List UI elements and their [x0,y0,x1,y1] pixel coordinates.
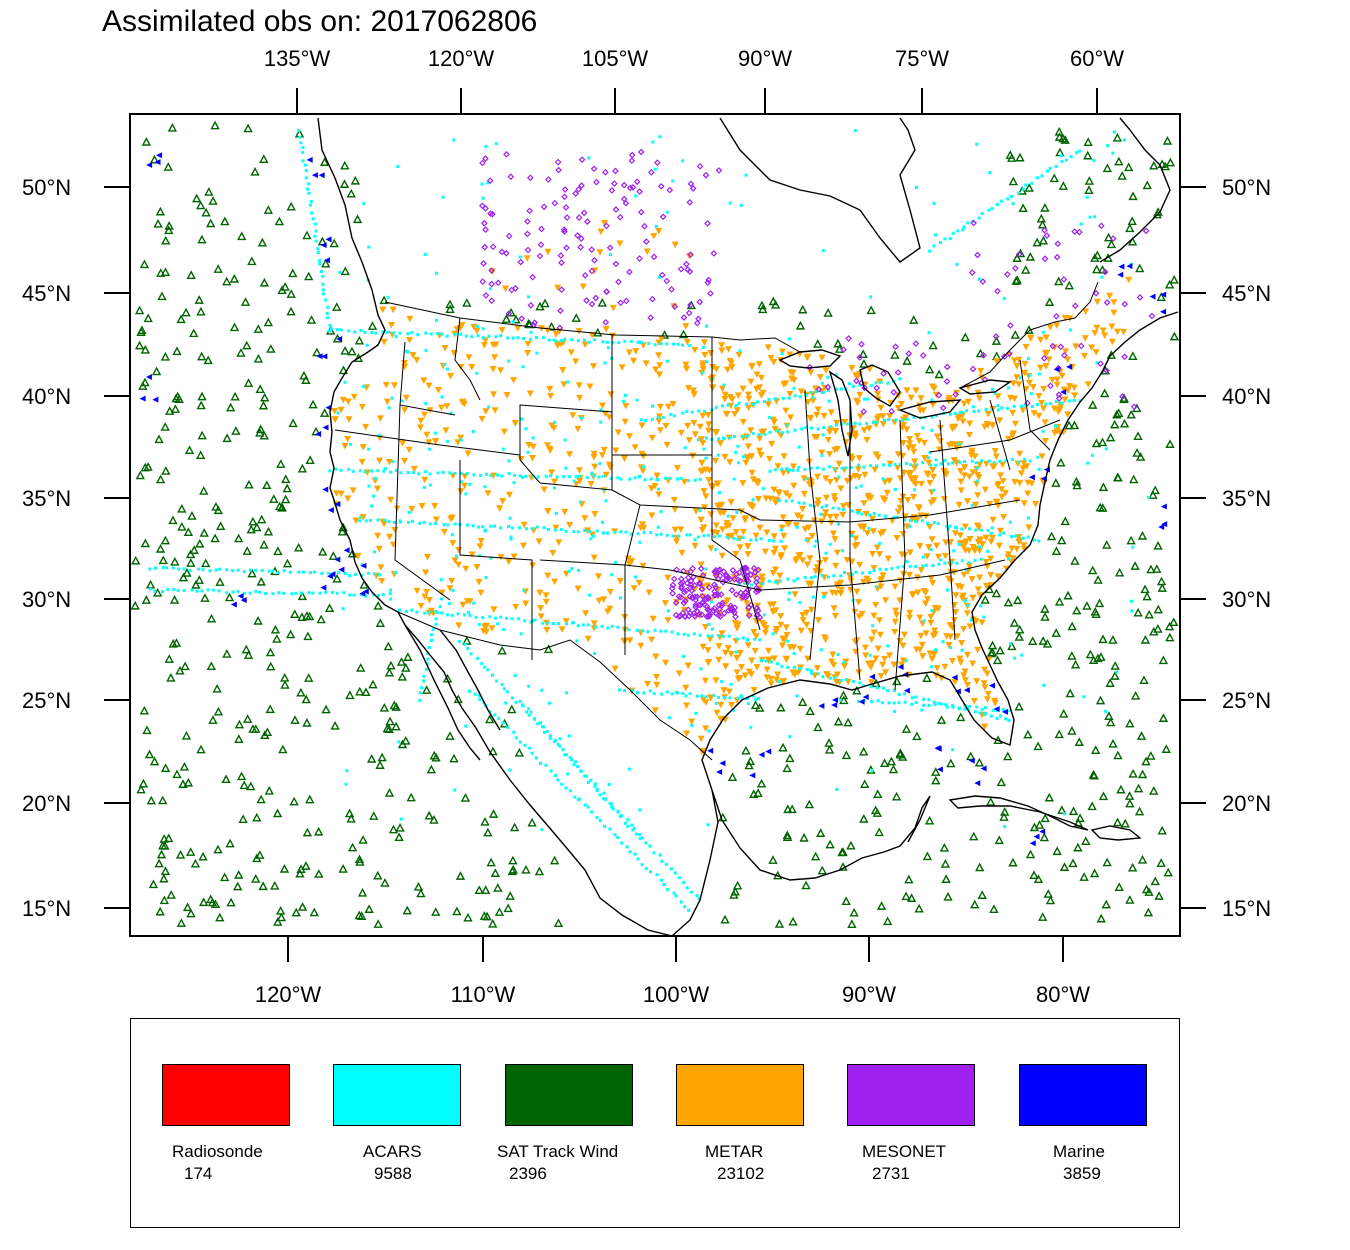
legend-entry-mesonet: MESONET 2731 [862,1141,1032,1185]
legend-swatch-acars [333,1064,461,1126]
legend-entry-metar: METAR 23102 [705,1141,875,1185]
lat-label-left: 50°N [22,175,71,200]
legend-count: 9588 [374,1164,412,1183]
lat-label-left: 30°N [22,587,71,612]
lat-label-left: 45°N [22,281,71,306]
bottom-lon-label: 120°W [255,982,322,1007]
map-area [130,114,1180,936]
lat-label-right: 45°N [1222,281,1271,306]
legend-swatch-radiosonde [162,1064,290,1126]
lat-label-right: 20°N [1222,791,1271,816]
lat-label-left: 25°N [22,688,71,713]
map-title: Assimilated obs on: 2017062806 [102,5,538,38]
legend-label: METAR [705,1142,764,1161]
legend-swatch-mesonet [847,1064,975,1126]
legend-count: 3859 [1063,1164,1101,1183]
axis-ticks [104,88,1206,962]
bottom-lon-label: 80°W [1036,982,1090,1007]
legend-label: ACARS [363,1142,422,1161]
top-lon-label: 75°W [895,46,949,71]
legend-swatch-marine [1019,1064,1147,1126]
political-borders [334,281,1099,761]
map: 135°W 120°W 105°W 90°W 75°W 60°W 120°W 1… [22,46,1271,1007]
lat-label-right: 15°N [1222,896,1271,921]
legend-label: Marine [1053,1142,1105,1161]
lat-label-right: 50°N [1222,175,1271,200]
legend-label: SAT Track Wind [497,1142,619,1161]
legend: Radiosonde 174 ACARS 9588 SAT Track Wind… [130,1018,1180,1228]
top-lon-label: 135°W [264,46,331,71]
lat-label-right: 30°N [1222,587,1271,612]
legend-label: MESONET [862,1142,947,1161]
lat-label-right: 25°N [1222,688,1271,713]
legend-entry-acars: ACARS 9588 [363,1141,533,1185]
legend-count: 174 [184,1164,213,1183]
legend-entry-sat-track-wind: SAT Track Wind 2396 [497,1141,667,1185]
bottom-lon-label: 90°W [842,982,896,1007]
top-lon-label: 120°W [428,46,495,71]
legend-count: 2731 [872,1164,910,1183]
top-lon-label: 90°W [738,46,792,71]
bottom-lon-label: 100°W [643,982,710,1007]
lat-label-left: 20°N [22,791,71,816]
legend-label: Radiosonde [172,1142,263,1161]
map-frame [129,113,1181,937]
legend-swatch-sat-track-wind [505,1064,633,1126]
lat-label-left: 35°N [22,486,71,511]
lat-label-right: 40°N [1222,384,1271,409]
bottom-lon-label: 110°W [451,982,516,1007]
lat-label-right: 35°N [1222,486,1271,511]
top-lon-label: 60°W [1070,46,1124,71]
coastline [317,117,1179,936]
legend-entry-marine: Marine 3859 [1053,1141,1223,1185]
legend-count: 23102 [717,1164,765,1183]
observation-points [130,120,1180,928]
lat-label-left: 15°N [22,896,71,921]
lat-label-left: 40°N [22,384,71,409]
top-lon-label: 105°W [582,46,649,71]
legend-count: 2396 [509,1164,547,1183]
legend-entry-radiosonde: Radiosonde 174 [172,1141,342,1185]
legend-swatch-metar [676,1064,804,1126]
